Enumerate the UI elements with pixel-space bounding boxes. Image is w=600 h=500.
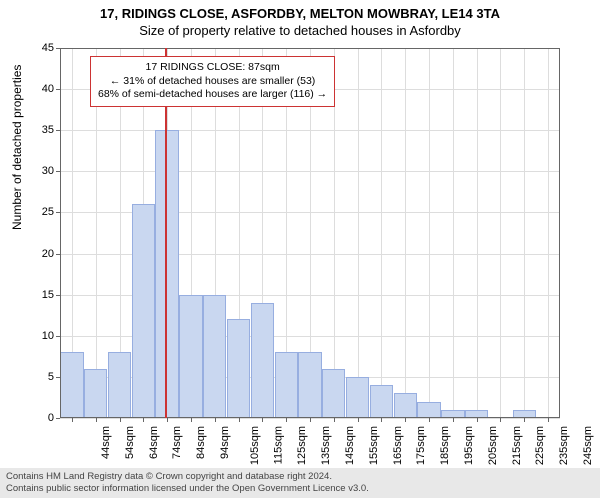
xtick-label: 175sqm	[416, 426, 428, 465]
xtick-label: 64sqm	[148, 426, 160, 459]
ytick-mark	[56, 295, 60, 296]
ytick-mark	[56, 89, 60, 90]
ytick-mark	[56, 212, 60, 213]
xtick-mark	[524, 418, 525, 422]
page-subtitle: Size of property relative to detached ho…	[0, 21, 600, 38]
ytick-mark	[56, 377, 60, 378]
xtick-label: 165sqm	[392, 426, 404, 465]
y-axis-label: Number of detached properties	[10, 65, 24, 230]
xtick-mark	[167, 418, 168, 422]
ytick-label: 30	[24, 165, 54, 177]
xtick-mark	[96, 418, 97, 422]
xtick-label: 155sqm	[368, 426, 380, 465]
xtick-mark	[381, 418, 382, 422]
xtick-label: 84sqm	[195, 426, 207, 459]
xtick-label: 235sqm	[558, 426, 570, 465]
xtick-mark	[334, 418, 335, 422]
ytick-label: 25	[24, 206, 54, 218]
ytick-label: 40	[24, 83, 54, 95]
ytick-mark	[56, 418, 60, 419]
ytick-label: 45	[24, 42, 54, 54]
xtick-label: 215sqm	[511, 426, 523, 465]
xtick-mark	[453, 418, 454, 422]
ytick-label: 10	[24, 330, 54, 342]
footer-line2: Contains public sector information licen…	[6, 483, 594, 495]
ytick-mark	[56, 171, 60, 172]
footer: Contains HM Land Registry data © Crown c…	[0, 468, 600, 498]
xtick-label: 185sqm	[439, 426, 451, 465]
xtick-label: 225sqm	[535, 426, 547, 465]
xtick-mark	[500, 418, 501, 422]
xtick-mark	[239, 418, 240, 422]
chart-area: 44sqm54sqm64sqm74sqm84sqm94sqm105sqm115s…	[60, 48, 560, 418]
footer-line1: Contains HM Land Registry data © Crown c…	[6, 471, 594, 483]
xtick-mark	[262, 418, 263, 422]
info-box: 17 RIDINGS CLOSE: 87sqm ← 31% of detache…	[90, 56, 335, 107]
xtick-mark	[286, 418, 287, 422]
xtick-mark	[548, 418, 549, 422]
infobox-line2: ← 31% of detached houses are smaller (53…	[98, 75, 327, 89]
page-title: 17, RIDINGS CLOSE, ASFORDBY, MELTON MOWB…	[0, 0, 600, 21]
xtick-label: 74sqm	[171, 426, 183, 459]
xtick-mark	[310, 418, 311, 422]
ytick-mark	[56, 130, 60, 131]
xtick-mark	[405, 418, 406, 422]
chart-container: 17, RIDINGS CLOSE, ASFORDBY, MELTON MOWB…	[0, 0, 600, 500]
xtick-mark	[72, 418, 73, 422]
ytick-label: 20	[24, 248, 54, 260]
ytick-label: 0	[24, 412, 54, 424]
xtick-label: 195sqm	[463, 426, 475, 465]
ytick-label: 35	[24, 124, 54, 136]
xtick-mark	[215, 418, 216, 422]
xtick-mark	[477, 418, 478, 422]
xtick-label: 205sqm	[487, 426, 499, 465]
infobox-line1: 17 RIDINGS CLOSE: 87sqm	[98, 61, 327, 75]
xtick-label: 44sqm	[100, 426, 112, 459]
infobox-line3: 68% of semi-detached houses are larger (…	[98, 88, 327, 102]
xtick-mark	[191, 418, 192, 422]
xtick-mark	[358, 418, 359, 422]
xtick-label: 125sqm	[297, 426, 309, 465]
xtick-label: 105sqm	[249, 426, 261, 465]
ytick-mark	[56, 254, 60, 255]
xtick-label: 54sqm	[124, 426, 136, 459]
xtick-label: 135sqm	[320, 426, 332, 465]
xtick-label: 145sqm	[344, 426, 356, 465]
xtick-label: 94sqm	[219, 426, 231, 459]
ytick-mark	[56, 336, 60, 337]
ytick-label: 5	[24, 371, 54, 383]
xtick-label: 115sqm	[272, 426, 284, 464]
xtick-mark	[143, 418, 144, 422]
xtick-mark	[120, 418, 121, 422]
ytick-mark	[56, 48, 60, 49]
xtick-mark	[429, 418, 430, 422]
xtick-label: 245sqm	[582, 426, 594, 465]
ytick-label: 15	[24, 289, 54, 301]
